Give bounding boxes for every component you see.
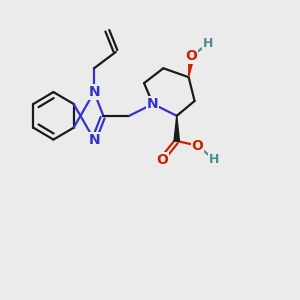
Text: N: N — [88, 133, 100, 147]
Text: H: H — [209, 153, 219, 166]
Polygon shape — [189, 56, 194, 77]
Text: H: H — [203, 37, 213, 50]
Polygon shape — [174, 116, 179, 141]
Text: O: O — [156, 152, 168, 167]
Text: O: O — [192, 139, 203, 152]
Text: N: N — [147, 97, 159, 111]
Text: O: O — [186, 50, 197, 63]
Text: N: N — [88, 85, 100, 99]
